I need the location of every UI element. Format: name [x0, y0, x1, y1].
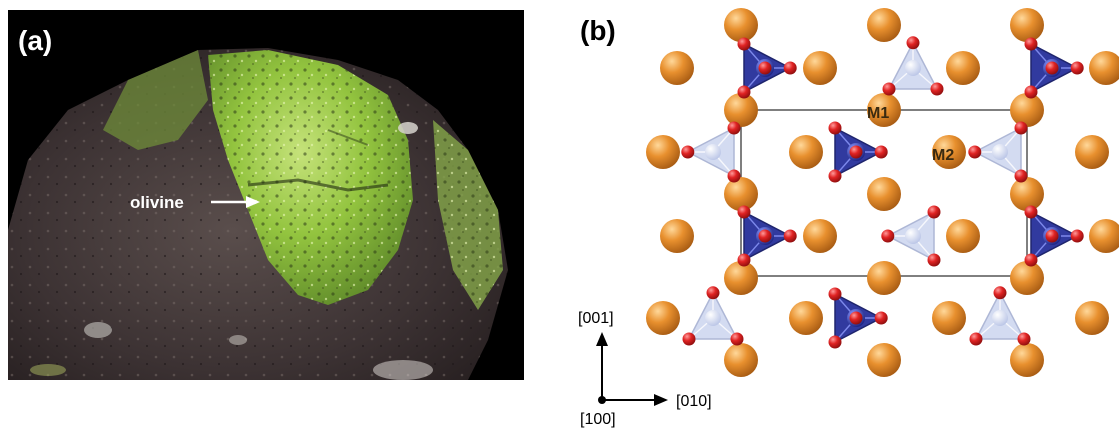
olivine-photo-panel: (a) olivine	[8, 10, 524, 380]
oxygen-atom	[730, 332, 744, 346]
axis-label-001: [001]	[578, 310, 614, 327]
metal-atoms-layer	[646, 8, 1119, 377]
oxygen-atom	[737, 85, 751, 99]
metal-atom	[946, 51, 980, 85]
metal-atom	[724, 261, 758, 295]
metal-atom	[1010, 343, 1044, 377]
oxygen-atom	[1014, 169, 1028, 183]
site-label-m1: M1	[867, 105, 889, 122]
metal-atom	[724, 8, 758, 42]
oxygen-atom	[882, 82, 896, 96]
metal-atom	[1089, 51, 1119, 85]
metal-atom	[1075, 135, 1109, 169]
axis-indicator: [001] [010] [100]	[578, 310, 712, 428]
oxygen-atom	[681, 145, 695, 159]
metal-atom	[789, 301, 823, 335]
oxygen-atom	[737, 253, 751, 267]
site-label-m2: M2	[932, 147, 954, 164]
metal-atom	[867, 93, 901, 127]
metal-atom	[789, 135, 823, 169]
silicon-atom	[905, 60, 921, 76]
oxygen-atom	[828, 335, 842, 349]
oxygen-atom-apex	[758, 61, 772, 75]
silicon-atom	[992, 310, 1008, 326]
metal-atom	[724, 343, 758, 377]
oxygen-atom	[783, 229, 797, 243]
olivine-rim-left	[103, 50, 208, 150]
silicon-atom	[905, 228, 921, 244]
oxygen-atom	[1014, 121, 1028, 135]
metal-atom	[646, 301, 680, 335]
axis-label-010: [010]	[676, 393, 712, 410]
oxygen-atom-apex	[849, 145, 863, 159]
metal-atom	[1089, 219, 1119, 253]
metal-atom	[1075, 301, 1109, 335]
oxygen-atom	[727, 121, 741, 135]
oxygen-atom-apex	[1045, 61, 1059, 75]
metal-atom	[646, 135, 680, 169]
oxygen-atom-apex	[758, 229, 772, 243]
metal-atom	[1010, 261, 1044, 295]
crystal-structure-panel: M1 M2 (b) [001] [010] [100]	[578, 8, 1119, 428]
silicon-atom	[992, 144, 1008, 160]
metal-atom	[724, 177, 758, 211]
oxygen-atom	[881, 229, 895, 243]
olivine-arrow-head	[246, 196, 260, 208]
oxygen-atom	[1070, 61, 1084, 75]
oxygen-atom	[706, 286, 720, 300]
oxygen-atom	[828, 169, 842, 183]
oxygen-atom	[874, 145, 888, 159]
oxygen-atom	[927, 253, 941, 267]
oxygen-atom	[828, 121, 842, 135]
oxygen-atom	[906, 36, 920, 50]
oxygen-atom	[1024, 253, 1038, 267]
metal-atom	[867, 343, 901, 377]
oxygen-atom	[1024, 85, 1038, 99]
metal-atom	[867, 177, 901, 211]
metal-atom	[867, 261, 901, 295]
oxygen-atom	[727, 169, 741, 183]
oxygen-atom	[969, 332, 983, 346]
oxygen-atom-apex	[1045, 229, 1059, 243]
oxygen-atom	[874, 311, 888, 325]
origin-dot	[598, 396, 606, 404]
oxygen-atom	[682, 332, 696, 346]
olivine-label: olivine	[130, 193, 184, 212]
oxygen-atom	[1017, 332, 1031, 346]
oxygen-atom	[968, 145, 982, 159]
silicon-atom	[705, 310, 721, 326]
metal-atom	[1010, 8, 1044, 42]
metal-atom	[932, 301, 966, 335]
metal-atom	[1010, 177, 1044, 211]
panel-b-label: (b)	[580, 15, 616, 46]
metal-atom	[946, 219, 980, 253]
metal-atom	[932, 135, 966, 169]
oxygen-atoms-layer	[681, 36, 1084, 349]
oxygen-atom	[737, 37, 751, 51]
oxygen-atom	[828, 287, 842, 301]
oxygen-atom	[1024, 37, 1038, 51]
silicon-atom	[705, 144, 721, 160]
panel-a-label: (a)	[18, 25, 52, 56]
oxygen-atom	[737, 205, 751, 219]
metal-atom	[867, 8, 901, 42]
metal-atom	[803, 51, 837, 85]
metal-atom	[660, 219, 694, 253]
metal-atom	[660, 51, 694, 85]
metal-atom	[803, 219, 837, 253]
oxygen-atom	[993, 286, 1007, 300]
oxygen-atom	[1070, 229, 1084, 243]
oxygen-atom	[927, 205, 941, 219]
oxygen-atom	[1024, 205, 1038, 219]
oxygen-atom	[783, 61, 797, 75]
oxygen-atom	[930, 82, 944, 96]
metal-atom	[1010, 93, 1044, 127]
axis-label-100: [100]	[580, 411, 616, 428]
metal-atom	[724, 93, 758, 127]
oxygen-atom-apex	[849, 311, 863, 325]
